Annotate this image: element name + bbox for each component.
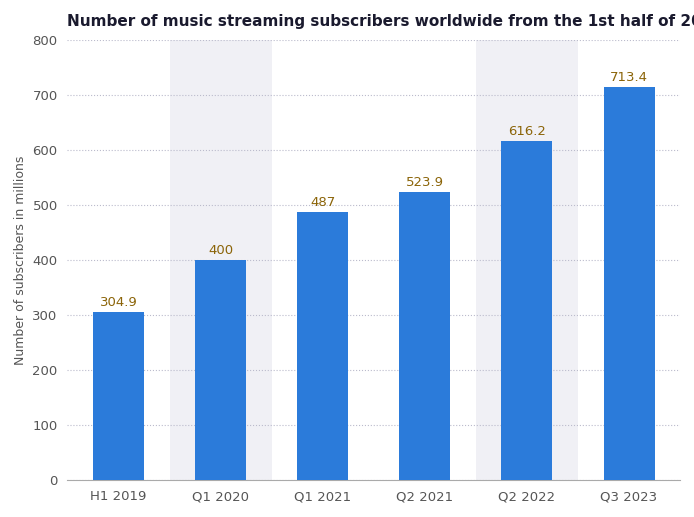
Text: 400: 400 xyxy=(208,244,233,257)
Bar xyxy=(297,212,348,480)
Bar xyxy=(604,87,654,480)
Bar xyxy=(578,40,680,480)
Bar xyxy=(271,40,374,480)
Text: 304.9: 304.9 xyxy=(100,296,137,309)
Text: Number of music streaming subscribers worldwide from the 1st half of 2019 to 3rd: Number of music streaming subscribers wo… xyxy=(67,14,694,29)
Text: 487: 487 xyxy=(310,196,335,209)
Bar xyxy=(169,40,271,480)
Text: 713.4: 713.4 xyxy=(610,71,648,84)
Bar xyxy=(93,312,144,480)
Bar xyxy=(195,260,246,480)
Text: 523.9: 523.9 xyxy=(406,176,444,189)
Text: 616.2: 616.2 xyxy=(508,125,546,138)
Y-axis label: Number of subscribers in millions: Number of subscribers in millions xyxy=(14,156,27,365)
Bar xyxy=(501,141,552,480)
Bar xyxy=(67,40,169,480)
Bar xyxy=(476,40,578,480)
Bar xyxy=(399,192,450,480)
Bar xyxy=(374,40,476,480)
